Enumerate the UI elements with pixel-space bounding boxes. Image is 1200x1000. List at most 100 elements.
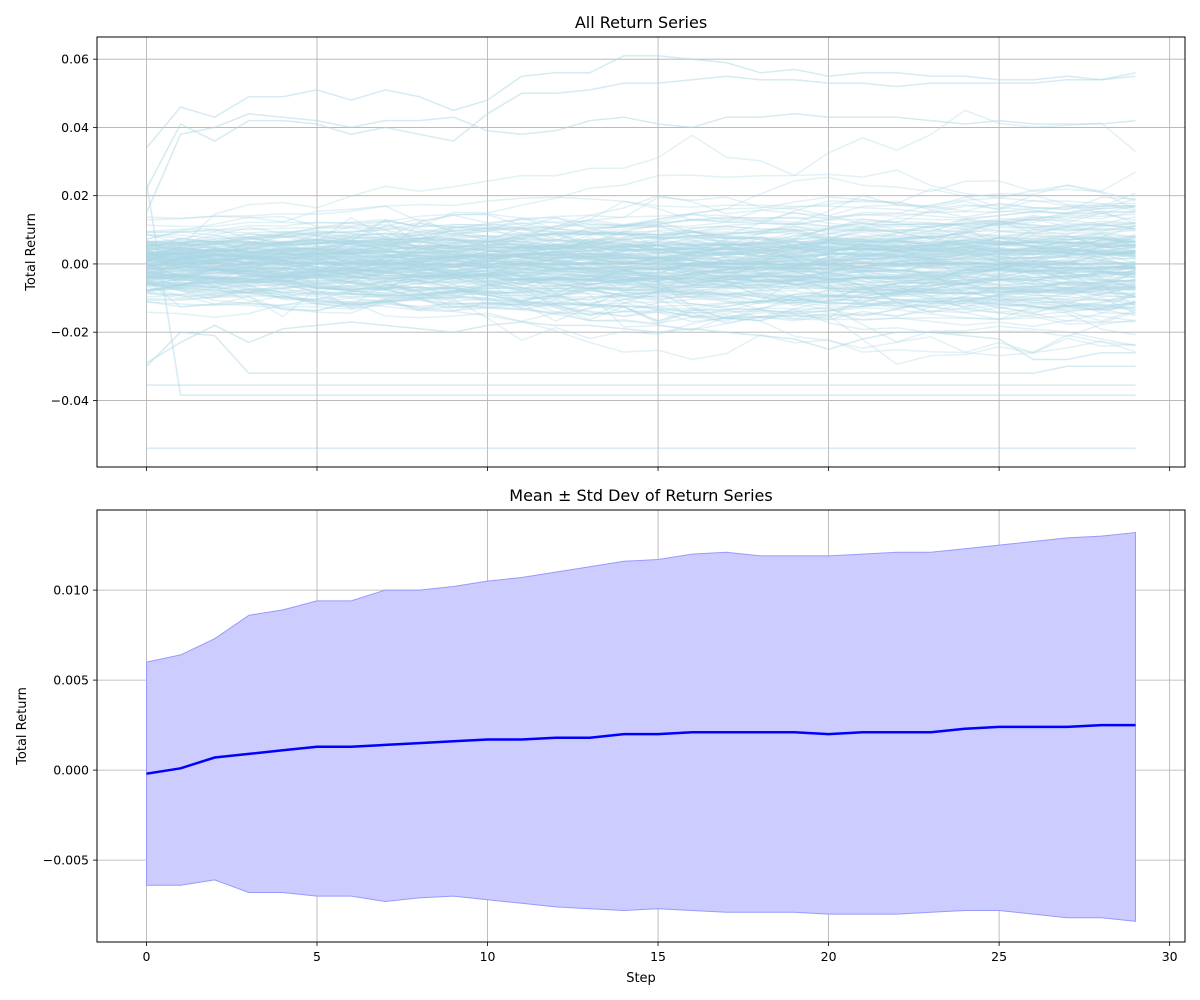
return-series-line [146,242,1136,294]
return-series-line [146,280,1136,309]
return-series-line [146,289,1136,312]
return-series-line [146,221,1136,255]
return-series-line [146,260,1136,281]
return-series-line [146,277,1136,301]
return-series-line [146,301,1136,322]
return-series-line [146,253,1136,286]
return-series-line [146,223,1136,264]
return-series-line [146,236,1136,279]
return-series-line [146,239,1136,260]
x-tick-label-3: 15 [650,949,666,964]
return-series-line [146,235,1136,260]
return-series-line [146,256,1136,317]
y-tick-label-2: 0.00 [61,256,89,271]
y-tick-label-1: 0.000 [53,763,89,778]
return-series-line [146,233,1136,269]
return-series-line [146,254,1136,279]
return-series-line [146,225,1136,249]
return-series-line [146,246,1136,281]
return-series-line [146,274,1136,317]
return-series-line [146,260,1136,287]
return-series-line [146,222,1136,255]
return-series-line [146,239,1136,265]
return-series-line [146,267,1136,294]
return-series-line [146,227,1136,268]
return-series-line [146,278,1136,318]
return-series-line [146,240,1136,320]
std-dev-band [146,531,1136,922]
return-series-line [146,222,1136,298]
return-series-line [146,244,1136,273]
return-series-line [146,245,1136,286]
return-series-line [146,254,1136,290]
return-series-line [146,225,1136,253]
return-series-line [146,240,1136,270]
return-series-line [146,176,1136,271]
return-series-line [146,271,1136,317]
return-series-line-outlier-2 [145,113,1136,214]
return-series-line [146,244,1136,322]
return-series-line [146,242,1136,278]
return-series-line [146,248,1136,271]
return-series-line [146,210,1136,262]
return-series-line [146,218,1136,266]
return-series-line [146,284,1136,328]
return-series-line [146,255,1136,301]
return-series-line [146,252,1136,282]
return-series-line [146,274,1136,299]
y-axis-label: Total Return [24,213,39,292]
return-series-line [146,253,1136,301]
return-series-line [146,218,1136,283]
return-series-line [146,184,1136,267]
x-tick-label-2: 10 [480,949,496,964]
return-series-line [146,251,1136,297]
return-series-line [146,251,1136,286]
return-series-line [146,228,1136,260]
return-series-line [146,263,1136,281]
return-series-line [146,262,1136,284]
return-series-line [146,239,1136,282]
return-series-line [146,222,1136,258]
axes-frame [96,509,1186,943]
return-series-line [146,262,1136,297]
return-series-line [146,233,1136,307]
return-series-line [146,244,1136,315]
return-series-line [146,225,1136,269]
return-series-line [146,257,1136,285]
return-series-line [146,282,1136,314]
return-series-line [146,238,1136,268]
return-series-line [146,210,1136,255]
return-series-line [146,204,1136,275]
return-series-line [146,213,1136,254]
chart-title: Mean ± Std Dev of Return Series [509,486,772,505]
return-series-line [146,238,1136,285]
return-series-line [146,240,1136,256]
return-series-line [146,246,1136,291]
return-series-line [146,216,1136,300]
return-series-line-outlier-6 [145,181,1136,397]
return-series-line [146,256,1136,270]
return-series-line [146,275,1136,311]
return-series-line [146,274,1136,338]
return-series-line [146,254,1136,279]
return-series-line [146,243,1136,269]
return-series-line [146,247,1136,289]
return-series-line [146,210,1136,233]
y-tick-label-3: 0.010 [53,583,89,598]
return-series-line [146,230,1136,295]
return-series-line [146,233,1136,315]
return-series-line [146,223,1136,260]
return-series-line [146,266,1136,323]
return-series-line [146,266,1136,295]
return-series-line [146,239,1136,312]
y-tick-label-2: 0.005 [53,673,89,688]
return-series-line [146,262,1136,282]
return-series-line [146,237,1136,287]
return-series-line [146,257,1136,325]
return-series-line [146,236,1136,273]
return-series-line [146,244,1136,289]
return-series-line [146,224,1136,270]
return-series-line [146,268,1136,310]
plot-area [145,55,1136,449]
return-series-line [146,272,1136,305]
